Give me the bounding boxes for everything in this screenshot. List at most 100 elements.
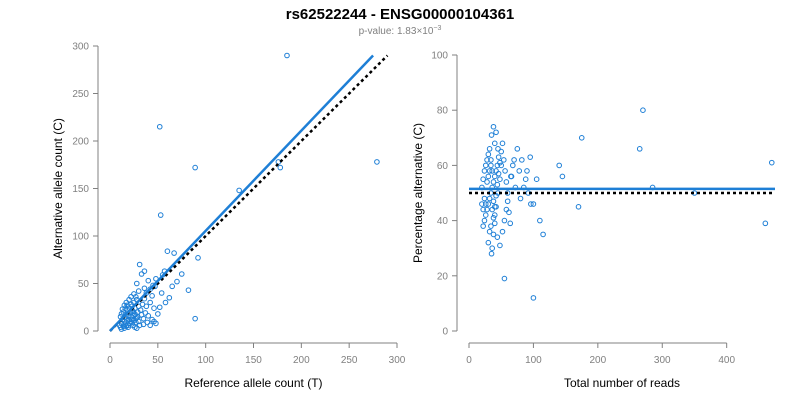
fit-line [109, 54, 374, 332]
data-point [528, 201, 534, 207]
data-point [485, 151, 492, 158]
data-point [185, 287, 192, 293]
data-point [484, 206, 490, 213]
data-point [125, 324, 131, 331]
data-point [486, 146, 493, 152]
y-tick-label: 200 [72, 137, 89, 148]
data-point [131, 291, 137, 297]
x-tick-label: 200 [293, 355, 310, 366]
data-point [134, 313, 141, 320]
data-point [493, 192, 499, 199]
data-point [138, 271, 145, 277]
data-point [479, 201, 485, 207]
data-point [575, 204, 582, 210]
data-point [506, 209, 512, 216]
data-point [491, 140, 498, 147]
data-point [501, 275, 508, 282]
data-point [578, 135, 585, 141]
percentage-alternative-panel: 0 100 200 300 400 0 20 40 60 80 100 Total number of… [411, 51, 775, 390]
data-point [128, 294, 134, 300]
data-point [277, 164, 284, 171]
x-tick-label: 400 [718, 355, 735, 366]
data-point [497, 176, 503, 182]
data-point [517, 195, 524, 202]
data-point [488, 157, 494, 163]
data-point [530, 295, 537, 301]
data-point [503, 179, 510, 185]
x-tick-label: 0 [466, 355, 472, 366]
data-point [490, 231, 497, 238]
data-point [527, 154, 534, 160]
data-point [484, 179, 490, 185]
data-point [510, 162, 516, 169]
data-point [162, 299, 169, 306]
data-point [490, 179, 497, 185]
data-point [500, 157, 507, 163]
data-point [524, 168, 530, 174]
data-point [484, 157, 490, 163]
data-point [135, 288, 142, 294]
data-point [480, 206, 486, 213]
data-point [514, 146, 521, 152]
data-point [157, 212, 164, 218]
data-point [481, 217, 488, 224]
data-point [482, 162, 489, 169]
reference-line [109, 54, 389, 332]
data-point [559, 173, 566, 180]
data-point [151, 318, 157, 325]
data-point [482, 201, 489, 207]
data-point [516, 168, 523, 174]
data-point [156, 123, 163, 130]
data-point [488, 132, 495, 138]
x-tick-label: 100 [525, 355, 542, 366]
data-point [501, 217, 508, 224]
data-point [284, 52, 290, 59]
y-tick-label: 20 [437, 271, 449, 282]
x-tick-label: 300 [654, 355, 671, 366]
data-point [141, 285, 148, 292]
chart-subtitle: p-value: 1.83×10−3 [359, 25, 442, 37]
allele-count-panel: 0 50 100 150 200 250 300 0 50 100 150 200 250 300 Refe… [51, 42, 406, 391]
data-point [491, 212, 498, 218]
y-tick-label: 300 [72, 42, 89, 53]
data-point [155, 311, 161, 317]
data-point [498, 148, 505, 155]
data-point [480, 223, 486, 229]
x-tick-label: 0 [107, 355, 113, 366]
y-tick-label: 0 [83, 327, 89, 338]
data-point [522, 176, 529, 182]
data-point [481, 195, 488, 202]
data-point [136, 322, 143, 329]
data-point [174, 278, 180, 285]
data-point [503, 206, 510, 213]
data-point [768, 159, 775, 166]
data-point [145, 313, 152, 319]
data-point [192, 164, 198, 171]
data-point [537, 217, 543, 224]
data-point [502, 168, 508, 174]
data-point [481, 168, 488, 174]
data-point [494, 181, 501, 188]
data-point [490, 123, 497, 130]
data-point [482, 212, 489, 218]
data-point [491, 220, 498, 227]
data-point [488, 223, 494, 229]
data-point [488, 162, 494, 169]
data-point [145, 277, 152, 284]
y-axis-title: Alternative allele count (C) [51, 118, 65, 259]
data-point [495, 170, 502, 177]
x-axis-title: Total number of reads [564, 376, 680, 390]
x-tick-label: 100 [197, 355, 214, 366]
data-point [511, 157, 517, 163]
data-point [556, 162, 562, 169]
data-point [275, 159, 282, 165]
y-tick-label: 60 [437, 161, 449, 172]
data-point [147, 322, 153, 329]
data-point [158, 290, 165, 296]
data-point [151, 305, 157, 312]
data-point [533, 176, 540, 182]
x-tick-label: 250 [341, 355, 358, 366]
y-axis-title: Percentage alternative (C) [411, 123, 425, 263]
x-tick-label: 200 [589, 355, 606, 366]
